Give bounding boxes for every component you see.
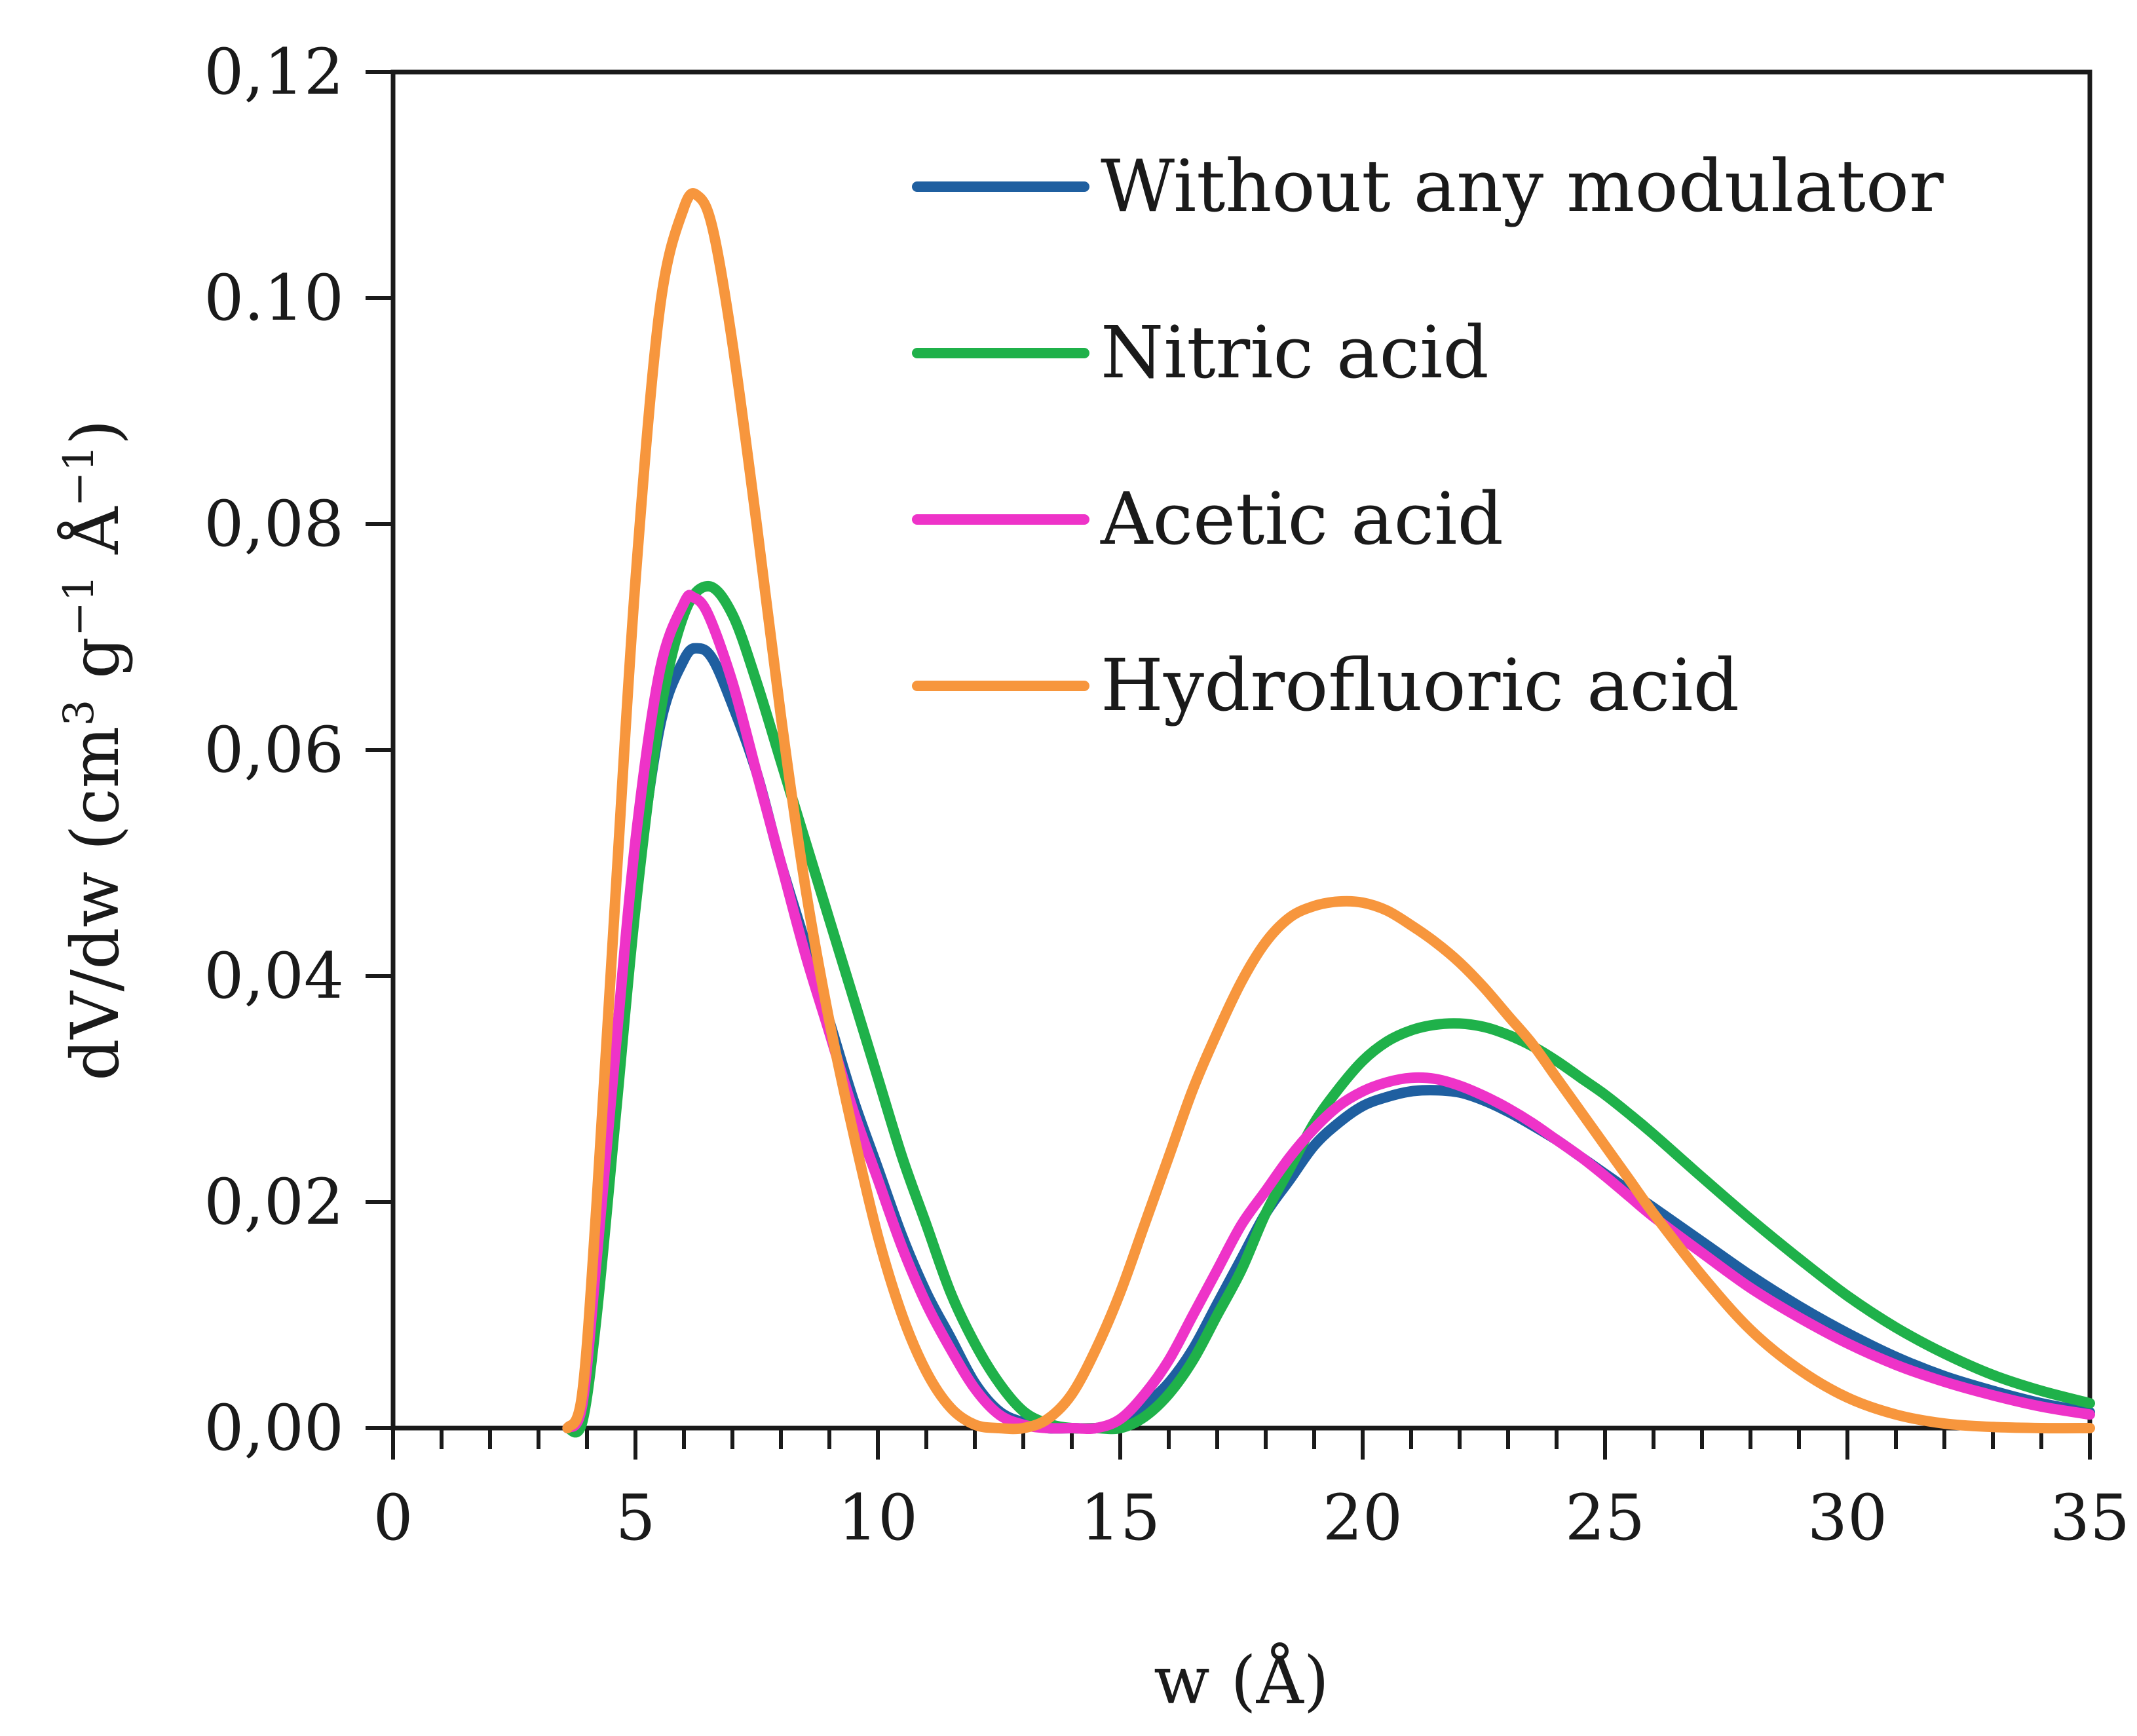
- y-axis-title: dV/dw (cm3 g−1 Å−1): [55, 419, 134, 1080]
- series-line-nitric-acid: [562, 580, 2095, 1438]
- y-axis-title-sup1: 3: [55, 700, 104, 726]
- y-tick-label: 0,08: [204, 487, 344, 561]
- x-tick-label: 20: [1323, 1481, 1403, 1555]
- y-tick-label: 0,04: [204, 939, 344, 1013]
- series-lines: [562, 188, 2095, 1438]
- series-line-hydrofluoric-acid: [562, 188, 2095, 1435]
- legend-label-hydrofluoric-acid: Hydrofluoric acid: [1101, 643, 1739, 727]
- legend-label-without-any-modulator: Without any modulator: [1101, 144, 1944, 228]
- legend: Without any modulator Nitric acid Acetic a…: [912, 144, 1944, 727]
- x-axis-ticks: 0 5 10 15 20 25 30 35: [373, 1428, 2130, 1555]
- x-tick-label: 15: [1080, 1481, 1160, 1555]
- y-axis-title-g: g: [57, 637, 134, 700]
- x-tick-label: 0: [373, 1481, 413, 1555]
- y-axis-title-close: ): [57, 419, 134, 445]
- x-axis-title: w (Å): [1154, 1642, 1329, 1719]
- y-axis-title-main: dV/dw (cm: [57, 726, 134, 1081]
- x-tick-label: 10: [838, 1481, 918, 1555]
- series-line-acetic-acid: [562, 590, 2095, 1435]
- y-tick-label: 0,06: [204, 713, 344, 787]
- y-tick-label: 0.10: [204, 261, 344, 335]
- y-tick-label: 0,00: [204, 1391, 344, 1465]
- legend-label-acetic-acid: Acetic acid: [1100, 477, 1503, 561]
- series-line-without-any-modulator: [562, 643, 2095, 1436]
- y-tick-label: 0,02: [204, 1165, 344, 1239]
- x-tick-label: 5: [615, 1481, 655, 1555]
- y-axis-title-angstrom: Å: [57, 506, 134, 575]
- x-tick-label: 30: [1807, 1481, 1887, 1555]
- y-tick-label: 0,12: [204, 35, 344, 109]
- x-tick-label: 35: [2050, 1481, 2130, 1555]
- y-axis-title-sup2: −1: [55, 575, 104, 637]
- y-axis-title-sup3: −1: [55, 445, 104, 506]
- x-tick-label: 25: [1565, 1481, 1645, 1555]
- legend-label-nitric-acid: Nitric acid: [1101, 311, 1489, 394]
- y-axis-ticks: 0,00 0,02 0,04 0,06 0,08 0.10 0,12: [204, 35, 393, 1465]
